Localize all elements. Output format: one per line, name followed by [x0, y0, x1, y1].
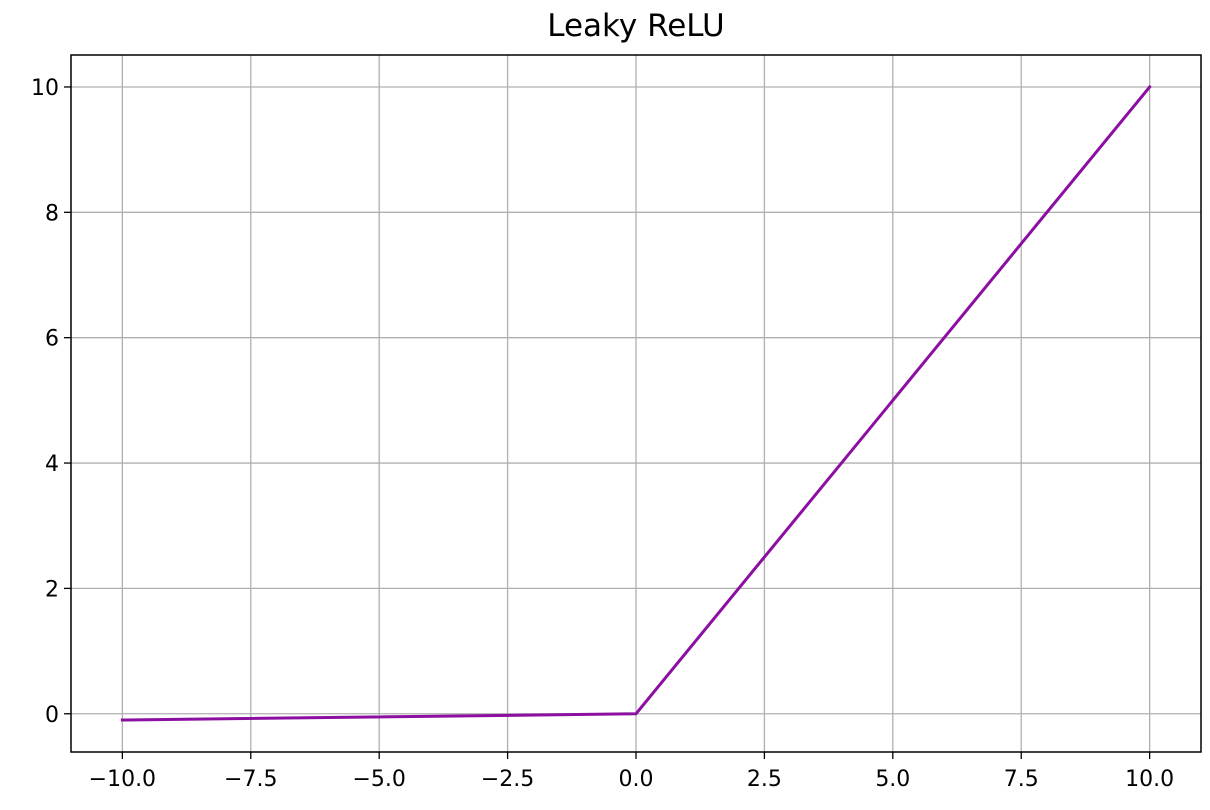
y-axis-ticks: 0 2 4 6 8 10	[31, 76, 71, 728]
x-tick-label: 5.0	[875, 767, 910, 792]
x-tick-label: −10.0	[89, 767, 156, 792]
y-tick-label: 2	[45, 577, 59, 602]
series-line	[120, 84, 1152, 722]
x-tick-label: 2.5	[747, 767, 782, 792]
x-tick-label: 0.0	[619, 767, 654, 792]
y-tick-label: 4	[45, 452, 59, 477]
y-tick-label: 10	[31, 76, 59, 101]
y-tick-label: 0	[45, 703, 59, 728]
x-tick-label: −7.5	[224, 767, 277, 792]
chart-title: Leaky ReLU	[547, 8, 724, 44]
grid	[71, 55, 1201, 752]
x-tick-label: −2.5	[481, 767, 534, 792]
x-axis-ticks: −10.0 −7.5 −5.0 −2.5 0.0 2.5 5.0 7.5 10.0	[89, 752, 1174, 792]
series-layer	[120, 84, 1152, 722]
x-tick-label: −5.0	[352, 767, 405, 792]
y-tick-label: 6	[45, 327, 59, 352]
x-tick-label: 7.5	[1004, 767, 1039, 792]
x-tick-label: 10.0	[1125, 767, 1174, 792]
y-tick-label: 8	[45, 201, 59, 226]
